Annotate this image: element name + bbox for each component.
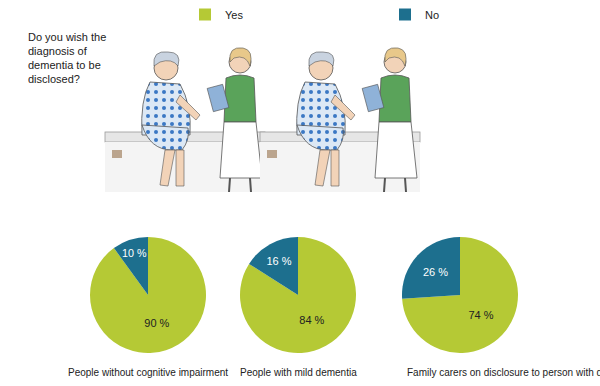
svg-text:90 %: 90 %	[144, 317, 169, 329]
svg-text:Yes: Yes	[225, 9, 243, 21]
html-text:Do you wish the diagnosis of d: Do you wish the diagnosis of dementia to…	[28, 31, 107, 85]
svg-text:26 %: 26 %	[423, 266, 448, 278]
svg-text:People with mild dementia: People with mild dementia	[240, 367, 357, 378]
svg-text:No: No	[425, 9, 439, 21]
svg-text:Family carers on disclosure to: Family carers on disclosure to person wi…	[407, 367, 600, 378]
svg-text:84 %: 84 %	[299, 314, 324, 326]
svg-text:74 %: 74 %	[468, 309, 493, 321]
svg-text:10 %: 10 %	[122, 247, 147, 259]
svg-text:16 %: 16 %	[266, 255, 291, 267]
svg-text:People without cognitive impai: People without cognitive impairment	[68, 367, 228, 378]
